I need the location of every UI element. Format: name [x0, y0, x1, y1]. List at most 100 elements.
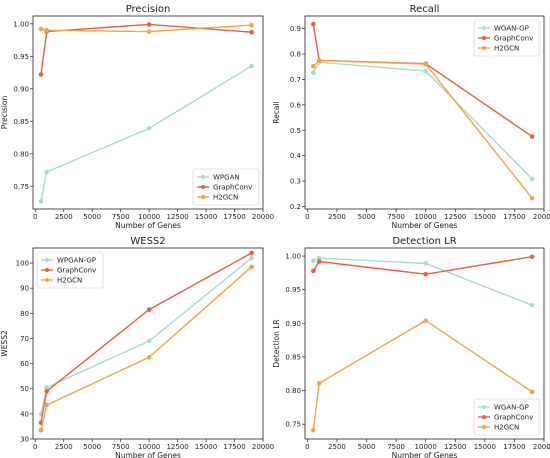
data-point — [310, 427, 316, 433]
series-line-1 — [312, 61, 533, 180]
chart-title: Precision — [126, 4, 171, 15]
legend-box — [192, 168, 260, 206]
x-tick-label: 2500 — [328, 443, 346, 451]
x-tick-label: 2500 — [55, 443, 73, 451]
chart-panel-4: Detection LR 0 2500 5000 7500 10000 12500 15000… — [272, 236, 550, 458]
y-tick-label: 1.00 — [285, 253, 301, 261]
data-point — [310, 268, 316, 274]
x-tick-label: 17500 — [503, 443, 525, 451]
legend-marker — [482, 36, 486, 40]
legend-label: H2GCN — [213, 194, 238, 202]
y-tick-label: 0.85 — [285, 353, 301, 361]
legend-marker — [482, 26, 486, 30]
series-line-1 — [313, 257, 533, 306]
legend-marker — [482, 405, 486, 409]
legend-label: WGAN-GP — [494, 404, 529, 412]
data-point — [44, 169, 49, 175]
data-point — [529, 134, 535, 139]
data-point — [44, 388, 49, 394]
data-point — [316, 58, 322, 63]
legend-marker — [45, 268, 49, 272]
plot-frame — [304, 15, 545, 210]
x-tick-label: 5000 — [83, 443, 101, 451]
data-point — [316, 255, 322, 261]
legend-marker — [45, 258, 49, 262]
x-tick-label: 0 — [33, 213, 37, 221]
legend-label: GraphConv — [213, 184, 252, 192]
chart-title: WESS2 — [130, 236, 165, 247]
series-line-3 — [40, 266, 253, 431]
x-tick-label: 10000 — [415, 443, 437, 451]
data-point — [44, 385, 49, 390]
x-tick-label: 12500 — [166, 443, 188, 451]
legend-label: GraphConv — [494, 35, 533, 43]
legend-label: GraphConv — [57, 267, 96, 275]
x-tick-label: 15000 — [474, 443, 496, 451]
x-tick-label: 20000 — [533, 443, 550, 451]
x-tick-label: 12500 — [166, 213, 188, 221]
x-tick-label: 15000 — [195, 213, 217, 221]
data-point — [249, 250, 254, 256]
legend-label: H2GCN — [494, 424, 519, 432]
series-line-1 — [40, 65, 252, 202]
plot-frame — [32, 247, 264, 440]
x-tick-label: 7500 — [387, 443, 405, 451]
x-axis-label: Number of Genes — [115, 451, 181, 458]
data-point — [249, 264, 254, 270]
x-tick-label: 12500 — [444, 443, 466, 451]
plot-frame — [32, 15, 264, 210]
y-tick-label: 40 — [20, 410, 29, 418]
data-point — [529, 176, 535, 182]
y-tick-label: 0.75 — [13, 183, 29, 191]
data-point — [38, 427, 44, 433]
x-tick-label: 17500 — [223, 443, 245, 451]
data-point — [249, 29, 254, 35]
x-tick-label: 7500 — [387, 213, 405, 221]
data-point — [146, 307, 152, 312]
data-point — [423, 61, 428, 67]
x-tick-label: 2500 — [55, 213, 73, 221]
x-tick-label: 2500 — [328, 213, 346, 221]
y-tick-label: 0.9 — [290, 25, 301, 33]
legend-label: H2GCN — [494, 45, 519, 53]
x-tick-label: 7500 — [112, 443, 130, 451]
x-tick-label: 20000 — [252, 443, 274, 451]
data-point — [310, 63, 316, 69]
data-point — [529, 254, 535, 260]
data-point — [316, 380, 322, 386]
data-point — [44, 27, 49, 33]
chart-panel-3: WESS2 0 2500 5000 7500 10000 12500 15000 17500 20… — [0, 236, 274, 458]
series-line-3 — [40, 24, 252, 33]
legend-label: WGAN-GP — [494, 25, 529, 33]
x-axis-label: Number of Genes — [392, 451, 458, 458]
data-point — [316, 259, 322, 264]
x-tick-label: 12500 — [444, 213, 466, 221]
data-point — [529, 302, 535, 308]
legend-box — [36, 251, 104, 289]
data-point — [423, 318, 428, 323]
data-point — [146, 29, 152, 34]
data-point — [38, 26, 44, 32]
x-tick-label: 5000 — [83, 213, 101, 221]
legend: WPGAN-GP GraphConv H2GCN — [36, 251, 104, 289]
data-point — [38, 72, 44, 77]
chart-panel-2: Recall 0 2500 5000 7500 10000 12500 15000 17500 2… — [272, 4, 550, 230]
x-tick-label: 17500 — [223, 213, 245, 221]
y-tick-label: 0.6 — [290, 101, 302, 109]
y-tick-label: 70 — [20, 335, 29, 343]
data-point — [423, 68, 428, 74]
legend-box — [473, 398, 541, 436]
y-tick-label: 0.95 — [13, 53, 29, 61]
series-line-3 — [312, 319, 533, 431]
y-tick-label: 30 — [20, 436, 29, 444]
data-point — [146, 126, 152, 131]
series-line-1 — [40, 257, 253, 415]
x-tick-label: 5000 — [358, 443, 376, 451]
y-axis-label: Recall — [272, 101, 281, 123]
series-line-2 — [312, 256, 533, 275]
x-tick-label: 10000 — [138, 443, 160, 451]
data-point — [146, 338, 152, 344]
legend-marker — [482, 46, 486, 50]
y-axis-label: Precision — [0, 96, 9, 130]
series-line-3 — [312, 59, 533, 199]
